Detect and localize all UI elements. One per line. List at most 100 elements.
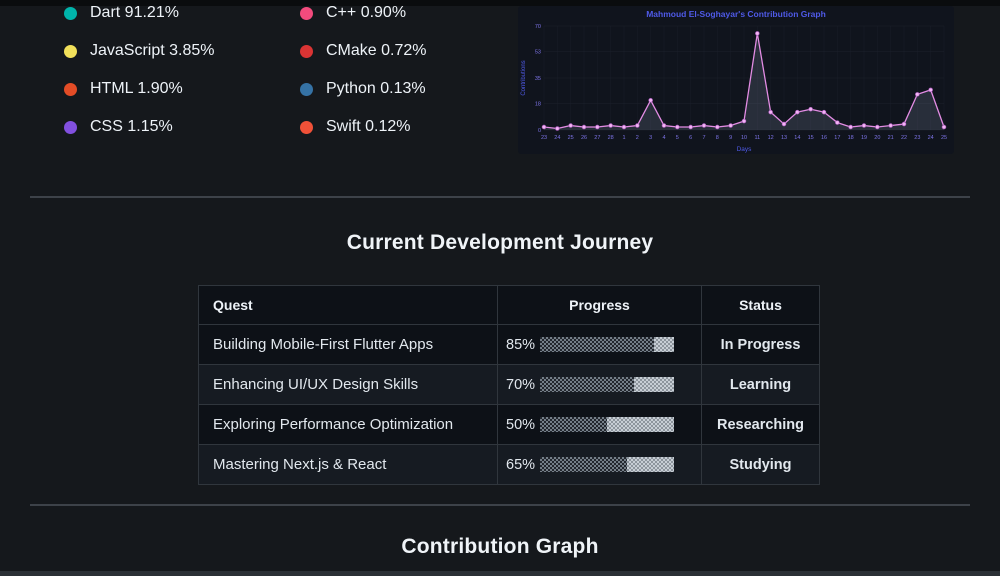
progress-bar [540, 377, 675, 392]
language-color-dot-icon [300, 44, 313, 58]
quest-cell: Mastering Next.js & React [198, 444, 498, 485]
svg-text:25: 25 [941, 135, 947, 141]
language-label: CMake 0.72% [326, 42, 427, 59]
language-list-left: Dart 91.21% JavaScript 3.85% HTML 1.90% CSS… [64, 0, 215, 146]
svg-text:7: 7 [702, 135, 705, 141]
svg-text:22: 22 [901, 135, 907, 141]
language-color-dot-icon [64, 6, 77, 20]
language-list-right: C++ 0.90% CMake 0.72% Python 0.13% Swift 0.… [300, 0, 427, 146]
table-header-row: Quest Progress Status [198, 285, 820, 325]
language-color-dot-icon [300, 82, 313, 96]
status-cell: Studying [701, 444, 820, 485]
progress-inner: 85% [506, 337, 700, 353]
language-color-dot-icon [64, 82, 77, 96]
svg-text:9: 9 [729, 135, 732, 141]
svg-text:18: 18 [848, 135, 854, 141]
status-cell: In Progress [701, 324, 820, 365]
svg-text:8: 8 [716, 135, 719, 141]
quest-cell: Exploring Performance Optimization [198, 404, 498, 445]
language-label: HTML 1.90% [90, 80, 183, 97]
svg-text:6: 6 [689, 135, 692, 141]
svg-text:18: 18 [535, 101, 541, 107]
progress-inner: 70% [506, 377, 700, 393]
language-item: Swift 0.12% [300, 108, 427, 146]
svg-text:0: 0 [538, 128, 541, 134]
contribution-chart-card: 0 18 35 53 70 23 24 25 26 27 28 1 2 3 4 5 6 7 8 9 10 11 12 13 14… [518, 6, 954, 154]
language-item: JavaScript 3.85% [64, 32, 215, 70]
svg-text:28: 28 [608, 135, 614, 141]
language-label: Dart 91.21% [90, 4, 179, 21]
progress-cell: 65% [497, 444, 702, 485]
language-item: C++ 0.90% [300, 0, 427, 32]
svg-text:24: 24 [928, 135, 934, 141]
svg-text:11: 11 [754, 135, 760, 141]
status-column-header: Status [701, 285, 820, 325]
svg-text:20: 20 [874, 135, 880, 141]
svg-text:Contributions: Contributions [521, 60, 527, 95]
language-item: CSS 1.15% [64, 108, 215, 146]
svg-text:10: 10 [741, 135, 747, 141]
svg-text:27: 27 [594, 135, 600, 141]
svg-text:13: 13 [781, 135, 787, 141]
svg-text:35: 35 [535, 76, 541, 82]
section-divider-bottom [30, 504, 970, 506]
progress-inner: 65% [506, 457, 700, 473]
progress-percent: 85% [506, 336, 536, 353]
svg-text:24: 24 [554, 135, 560, 141]
svg-text:12: 12 [768, 135, 774, 141]
journey-table-body: Building Mobile-First Flutter Apps 85% In … [198, 324, 820, 485]
progress-bar [540, 417, 675, 432]
svg-text:21: 21 [888, 135, 894, 141]
quest-cell: Enhancing UI/UX Design Skills [198, 364, 498, 405]
progress-bar-fill [540, 457, 628, 472]
progress-column-header: Progress [497, 285, 702, 325]
progress-percent: 70% [506, 376, 536, 393]
svg-text:15: 15 [808, 135, 814, 141]
svg-text:16: 16 [821, 135, 827, 141]
progress-cell: 50% [497, 404, 702, 445]
bottom-edge-strip [0, 571, 1000, 576]
svg-text:17: 17 [834, 135, 840, 141]
quest-cell: Building Mobile-First Flutter Apps [198, 324, 498, 365]
progress-bar-fill [540, 417, 608, 432]
svg-text:70: 70 [535, 24, 541, 30]
language-color-dot-icon [64, 44, 77, 58]
svg-text:26: 26 [581, 135, 587, 141]
top-edge-strip [0, 0, 1000, 6]
language-item: Dart 91.21% [64, 0, 215, 32]
journey-section-title: Current Development Journey [346, 231, 654, 254]
progress-bar-remainder [653, 337, 675, 352]
svg-text:53: 53 [535, 49, 541, 55]
journey-table-row: Enhancing UI/UX Design Skills 70% Learning [198, 364, 820, 405]
language-label: Swift 0.12% [326, 118, 411, 135]
contribution-section-title: Contribution Graph [401, 535, 599, 558]
progress-bar-remainder [627, 457, 675, 472]
progress-bar-fill [540, 377, 634, 392]
progress-percent: 50% [506, 416, 536, 433]
svg-text:4: 4 [662, 135, 665, 141]
svg-text:3: 3 [649, 135, 652, 141]
language-item: HTML 1.90% [64, 70, 215, 108]
language-item: Python 0.13% [300, 70, 427, 108]
section-divider-top [30, 196, 970, 198]
journey-table: Quest Progress Status Building Mobile-Fi… [198, 285, 820, 485]
svg-text:23: 23 [541, 135, 547, 141]
language-color-dot-icon [300, 6, 313, 20]
journey-table-row: Exploring Performance Optimization 50% Res… [198, 404, 820, 445]
journey-table-row: Mastering Next.js & React 65% Studying [198, 444, 820, 485]
language-color-dot-icon [300, 120, 313, 134]
svg-text:23: 23 [914, 135, 920, 141]
language-label: CSS 1.15% [90, 118, 173, 135]
svg-text:19: 19 [861, 135, 867, 141]
svg-text:25: 25 [568, 135, 574, 141]
status-cell: Learning [701, 364, 820, 405]
journey-table-row: Building Mobile-First Flutter Apps 85% In … [198, 324, 820, 365]
language-color-dot-icon [64, 120, 77, 134]
progress-cell: 85% [497, 324, 702, 365]
progress-bar [540, 457, 675, 472]
progress-bar [540, 337, 675, 352]
quest-column-header: Quest [198, 285, 498, 325]
svg-text:5: 5 [676, 135, 679, 141]
